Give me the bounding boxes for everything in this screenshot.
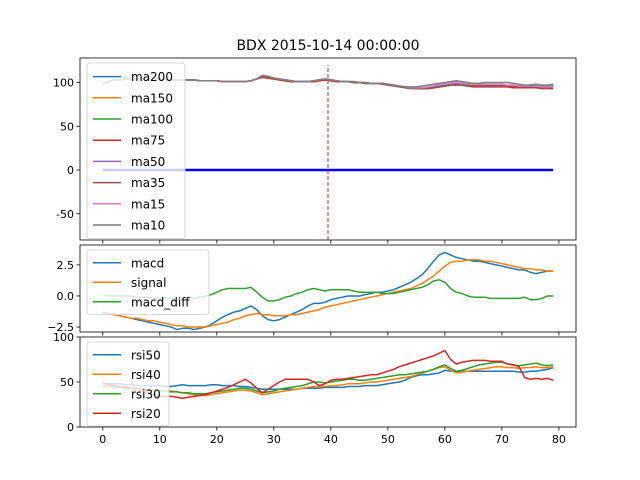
legend: rsi50 rsi40 rsi30 rsi20 [86, 341, 170, 427]
legend-label: ma150 [131, 91, 173, 105]
x-tick-label: 10 [153, 433, 167, 446]
x-tick-label: 40 [324, 433, 338, 446]
series-group [102, 349, 554, 399]
y-tick-label: −2.5 [47, 321, 74, 334]
series-line-signal [102, 259, 554, 328]
y-tick-label: 50 [60, 376, 74, 389]
x-tick-label: 50 [381, 433, 395, 446]
y-tick-label: -50 [56, 208, 74, 221]
legend: ma200 ma150 ma100 ma75 ma50 ma35 ma15 ma10 [86, 62, 186, 240]
y-tick-label: 0 [67, 164, 74, 177]
y-tick-label: 2.5 [57, 259, 75, 272]
legend-label: ma50 [131, 155, 165, 169]
legend-label: rsi50 [131, 348, 161, 362]
y-tick-label: 100 [53, 77, 74, 90]
y-tick-label: 0 [67, 421, 74, 434]
panel-rsi: 0 10 20 30 40 50 60 70 80050100rsi50rsi40rsi30rs… [53, 331, 577, 446]
legend-box [86, 62, 186, 240]
legend-box [86, 249, 210, 315]
legend-label: ma15 [131, 197, 165, 211]
legend-label: ma35 [131, 176, 165, 190]
x-tick-label: 60 [438, 433, 452, 446]
legend-label: macd [131, 256, 164, 270]
chart-title: BDX 2015-10-14 00:00:00 [236, 38, 419, 54]
x-tick-label: 20 [210, 433, 224, 446]
x-tick-label: 30 [267, 433, 281, 446]
x-tick-label: 80 [552, 433, 566, 446]
legend-label: signal [131, 276, 167, 290]
legend-label: rsi40 [131, 368, 161, 382]
legend-box [86, 341, 170, 427]
legend-label: ma100 [131, 113, 173, 127]
y-tick-label: 50 [60, 120, 74, 133]
legend: macd signal macd_diff [86, 249, 210, 315]
legend-label: ma200 [131, 70, 173, 84]
x-tick-label: 0 [99, 433, 106, 446]
y-tick-label: 100 [53, 331, 74, 344]
series-line-rsi20 [102, 349, 554, 399]
panel-moving-averages: -50 0 50 100 ma200 ma150 ma100 ma75 ma50 ma35 ma15… [53, 57, 577, 244]
plot-frame [79, 57, 577, 241]
legend-label: rsi20 [131, 407, 161, 421]
panel-macd: −2.5 0.0 2.5 macd signal macd_diff [47, 244, 577, 336]
y-tick-label: 0.0 [57, 290, 75, 303]
legend-label: ma75 [131, 134, 165, 148]
x-tick-label: 70 [495, 433, 509, 446]
series-line-macd [102, 251, 554, 331]
legend-label: macd_diff [131, 295, 190, 309]
series-line-rsi50 [102, 366, 554, 390]
plot-frame [79, 244, 577, 333]
legend-label: ma10 [131, 219, 165, 233]
legend-label: rsi30 [131, 387, 161, 401]
